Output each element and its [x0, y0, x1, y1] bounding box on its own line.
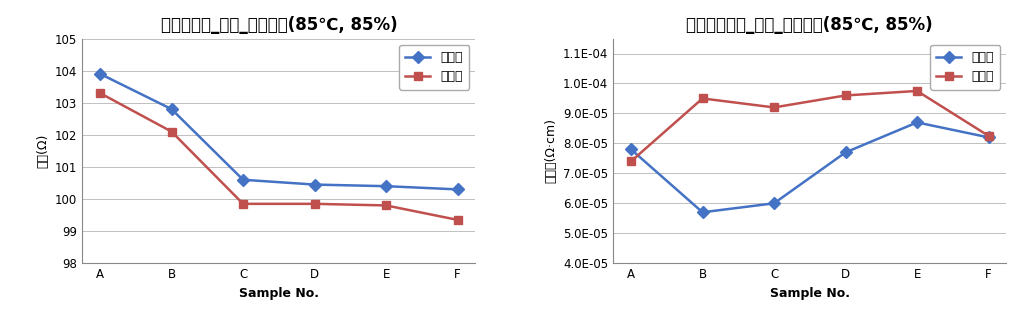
Legend: 시험전, 시험후: 시험전, 시험후 [930, 45, 1000, 90]
시험전 [380, 184, 392, 188]
시험후 [308, 202, 320, 206]
시험전 [768, 201, 781, 205]
Title: 저항균일도_단품_항온항습(85℃, 85%): 저항균일도_단품_항온항습(85℃, 85%) [160, 16, 397, 34]
시험전 [911, 120, 923, 124]
Line: 시험후: 시험후 [626, 87, 993, 166]
시험전 [165, 107, 178, 111]
시험전 [308, 183, 320, 187]
Title: 비저항균일도_단품_항온항습(85℃, 85%): 비저항균일도_단품_항온항습(85℃, 85%) [686, 16, 934, 34]
시험전 [93, 72, 106, 76]
시험후 [237, 202, 250, 206]
시험후 [696, 97, 709, 100]
시험전 [839, 151, 851, 154]
시험전 [983, 135, 995, 139]
Legend: 시험전, 시험후: 시험전, 시험후 [400, 45, 469, 90]
시험전 [696, 210, 709, 214]
시험후 [768, 106, 781, 109]
Y-axis label: 비저항(Ω·cm): 비저항(Ω·cm) [544, 118, 558, 183]
시험후 [93, 91, 106, 95]
시험후 [165, 130, 178, 134]
Line: 시험전: 시험전 [96, 70, 462, 194]
시험후 [452, 218, 464, 222]
Line: 시험전: 시험전 [626, 118, 993, 216]
시험전 [624, 147, 637, 151]
시험후 [380, 204, 392, 207]
Line: 시험후: 시험후 [96, 89, 462, 224]
시험후 [624, 160, 637, 163]
시험전 [452, 187, 464, 191]
X-axis label: Sample No.: Sample No. [770, 287, 849, 299]
시험후 [983, 134, 995, 138]
시험후 [839, 93, 851, 97]
시험전 [237, 178, 250, 182]
X-axis label: Sample No.: Sample No. [239, 287, 318, 299]
Y-axis label: 저항(Ω): 저항(Ω) [36, 134, 49, 168]
시험후 [911, 89, 923, 93]
